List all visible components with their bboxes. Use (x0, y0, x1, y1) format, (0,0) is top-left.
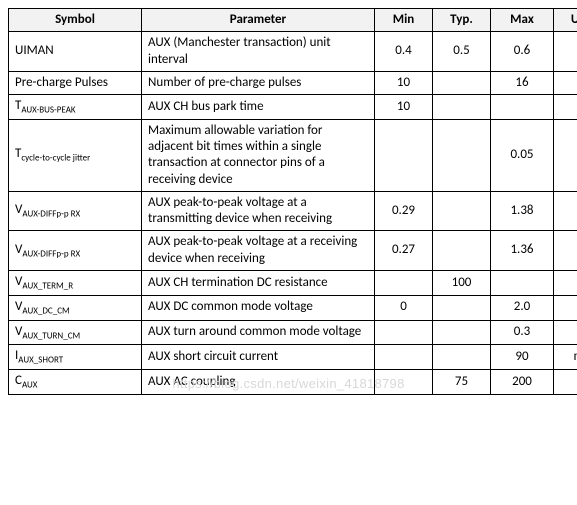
min-cell (375, 320, 433, 345)
symbol-cell: VAUX-DIFFp-p RX (9, 191, 142, 231)
table-row: VAUX_DC_CMAUX DC common mode voltage02.0… (9, 295, 577, 320)
symbol-cell: Tcycle-to-cycle jitter (9, 119, 142, 191)
symbol-cell: CAUX (9, 370, 142, 395)
parameter-cell: AUX (Manchester transaction) unit interv… (142, 32, 375, 72)
typ-cell (433, 320, 491, 345)
typ-cell (433, 119, 491, 191)
min-cell: 0 (375, 295, 433, 320)
typ-cell (433, 71, 491, 94)
typ-cell: 0.5 (433, 32, 491, 72)
max-cell (491, 270, 554, 295)
unit-cell: V (554, 231, 577, 271)
parameter-cell: AUX peak-to-peak voltage at a receiving … (142, 231, 375, 271)
min-cell (375, 370, 433, 395)
symbol-main: C (15, 373, 22, 388)
unit-cell: V (554, 320, 577, 345)
max-cell: 1.36 (491, 231, 554, 271)
min-cell (375, 270, 433, 295)
symbol-cell: Pre-charge Pulses (9, 71, 142, 94)
unit-cell: mA (554, 345, 577, 370)
unit-cell: nF (554, 370, 577, 395)
unit-cell: UI (554, 119, 577, 191)
parameter-cell: Maximum allowable variation for adjacent… (142, 119, 375, 191)
parameter-cell: Number of pre-charge pulses (142, 71, 375, 94)
col-header-max: Max (491, 9, 554, 32)
parameter-cell: AUX peak-to-peak voltage at a transmitti… (142, 191, 375, 231)
unit-cell (554, 71, 577, 94)
table-row: TAUX-BUS-PEAKAUX CH bus park time10 ns (9, 95, 577, 120)
min-cell: 0.29 (375, 191, 433, 231)
table-row: UIMAN AUX (Manchester transaction) unit i… (9, 32, 577, 72)
symbol-sub: AUX_TERM_R (22, 280, 73, 291)
parameter-cell: AUX DC common mode voltage (142, 295, 375, 320)
table-row: VAUX_TURN_CMAUX turn around common mode … (9, 320, 577, 345)
typ-cell: 75 (433, 370, 491, 395)
min-cell (375, 119, 433, 191)
symbol-sub: AUX (22, 380, 38, 391)
table-body: UIMAN AUX (Manchester transaction) unit i… (9, 32, 577, 395)
unit-cell: ns (554, 95, 577, 120)
symbol-sub: AUX_TURN_CM (22, 330, 80, 341)
col-header-unit: Unit (554, 9, 577, 32)
symbol-sub: AUX-DIFFp-p RX (22, 209, 80, 220)
parameter-cell: AUX turn around common mode voltage (142, 320, 375, 345)
typ-cell (433, 345, 491, 370)
min-cell: 0.27 (375, 231, 433, 271)
min-cell: 0.4 (375, 32, 433, 72)
table-header: Symbol Parameter Min Typ. Max Unit (9, 9, 577, 32)
max-cell: 1.38 (491, 191, 554, 231)
typ-cell (433, 191, 491, 231)
symbol-sub: AUX_SHORT (18, 355, 63, 366)
parameters-table: Symbol Parameter Min Typ. Max Unit UIMAN… (8, 8, 577, 395)
symbol-cell: VAUX_DC_CM (9, 295, 142, 320)
table-row: VAUX-DIFFp-p RXAUX peak-to-peak voltage … (9, 191, 577, 231)
table-row: IAUX_SHORTAUX short circuit current 90mA (9, 345, 577, 370)
symbol-cell: VAUX_TURN_CM (9, 320, 142, 345)
max-cell: 0.05 (491, 119, 554, 191)
col-header-symbol: Symbol (9, 9, 142, 32)
typ-cell (433, 295, 491, 320)
parameter-cell: AUX CH bus park time (142, 95, 375, 120)
symbol-main: UIMAN (15, 43, 54, 58)
symbol-cell: IAUX_SHORT (9, 345, 142, 370)
unit-cell: V (554, 295, 577, 320)
max-cell (491, 95, 554, 120)
symbol-sub: cycle-to-cycle jitter (21, 153, 90, 164)
table-row: CAUXAUX AC coupling75200nF (9, 370, 577, 395)
symbol-sub: AUX_DC_CM (22, 305, 69, 316)
max-cell: 0.3 (491, 320, 554, 345)
table-row: Pre-charge Pulses Number of pre-charge pu… (9, 71, 577, 94)
symbol-cell: UIMAN (9, 32, 142, 72)
unit-cell: us (554, 32, 577, 72)
min-cell (375, 345, 433, 370)
parameter-cell: AUX short circuit current (142, 345, 375, 370)
table-row: VAUX-DIFFp-p RXAUX peak-to-peak voltage … (9, 231, 577, 271)
max-cell: 2.0 (491, 295, 554, 320)
col-header-min: Min (375, 9, 433, 32)
symbol-sub: AUX-BUS-PEAK (21, 105, 75, 116)
min-cell: 10 (375, 71, 433, 94)
max-cell: 0.6 (491, 32, 554, 72)
symbol-cell: VAUX-DIFFp-p RX (9, 231, 142, 271)
min-cell: 10 (375, 95, 433, 120)
max-cell: 200 (491, 370, 554, 395)
symbol-cell: VAUX_TERM_R (9, 270, 142, 295)
parameter-cell: AUX CH termination DC resistance (142, 270, 375, 295)
table-row: Tcycle-to-cycle jitterMaximum allowable … (9, 119, 577, 191)
parameter-cell: AUX AC coupling (142, 370, 375, 395)
unit-cell: V (554, 191, 577, 231)
symbol-main: Pre-charge Pulses (15, 75, 108, 90)
typ-cell: 100 (433, 270, 491, 295)
col-header-parameter: Parameter (142, 9, 375, 32)
typ-cell (433, 231, 491, 271)
max-cell: 16 (491, 71, 554, 94)
table-row: VAUX_TERM_RAUX CH termination DC resista… (9, 270, 577, 295)
symbol-cell: TAUX-BUS-PEAK (9, 95, 142, 120)
symbol-sub: AUX-DIFFp-p RX (22, 248, 80, 259)
unit-cell: Ω (554, 270, 577, 295)
max-cell: 90 (491, 345, 554, 370)
col-header-typ: Typ. (433, 9, 491, 32)
typ-cell (433, 95, 491, 120)
